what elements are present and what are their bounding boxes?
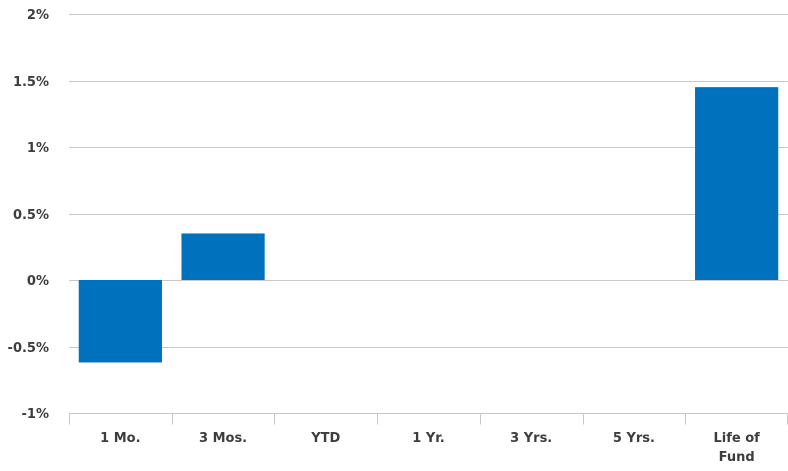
x-tick-label: 3 Yrs. [510,431,552,446]
y-axis-ticks: 2% 1.5% 1% 0.5% 0% -0.5% -1% [8,8,49,422]
bar [181,233,265,280]
y-tick-label: 0.5% [13,208,49,223]
y-tick-label: 1% [27,141,49,156]
x-axis-ticks: 1 Mo. 3 Mos. YTD 1 Yr. 3 Yrs. 5 Yrs. Life of Fu… [100,431,760,465]
y-tick-label: 2% [27,8,49,23]
x-tick-label: Life of Fund [713,431,760,465]
x-axis [69,413,788,425]
x-tick-label: 1 Mo. [100,431,140,446]
x-tick-label: YTD [310,431,340,446]
y-tick-label: 1.5% [13,75,49,90]
x-tick-label: 5 Yrs. [613,431,655,446]
gridlines [69,14,788,348]
y-tick-label: -1% [22,407,49,422]
bars [78,87,779,363]
y-tick-label: 0% [27,274,49,289]
x-tick-label: 3 Mos. [199,431,247,446]
x-tick-label: 1 Yr. [412,431,444,446]
bar [695,87,779,281]
y-tick-label: -0.5% [8,341,49,356]
bar [78,280,162,363]
